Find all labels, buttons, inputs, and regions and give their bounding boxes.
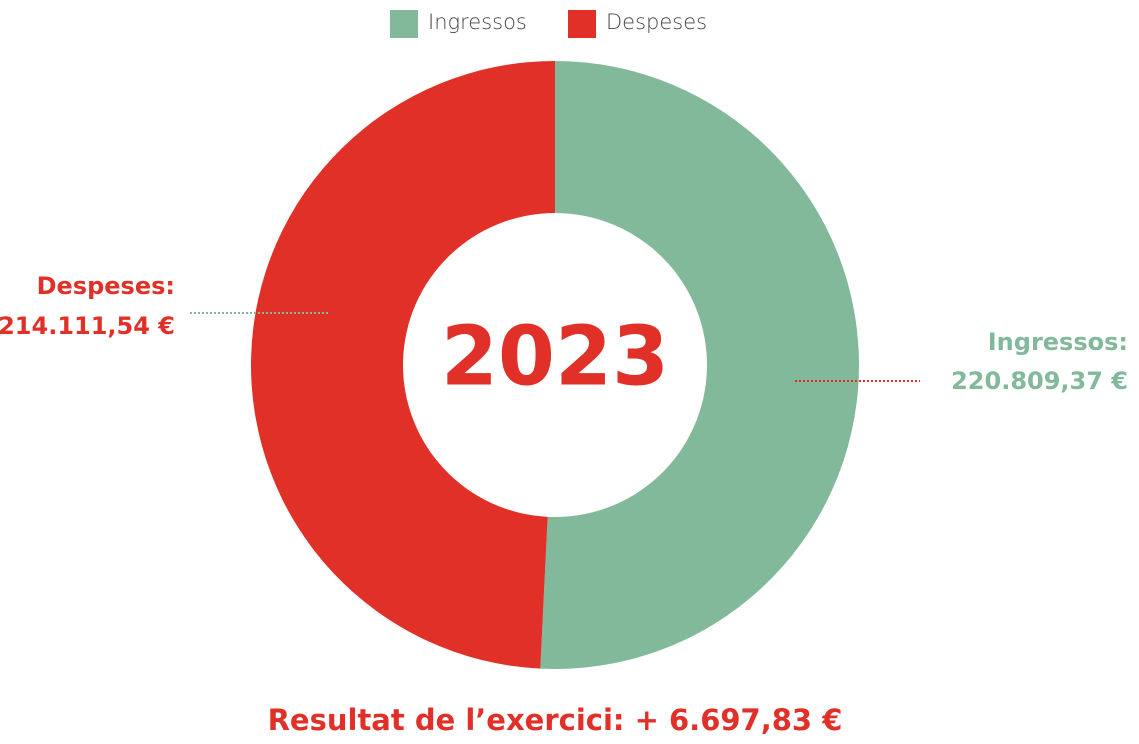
value-label: 220.809,37 € (951, 367, 1128, 395)
legend-label: Ingressos (428, 10, 527, 34)
legend-label: Despeses (606, 10, 707, 34)
annotation: Resultat de l’exercici: + 6.697,83 € (268, 703, 843, 737)
center-label: 2023 (441, 309, 669, 404)
legend-swatch (568, 10, 596, 38)
slice (251, 61, 555, 669)
legend-swatch (390, 10, 418, 38)
value-label: 214.111,54 € (0, 312, 175, 340)
slice-label: Despeses: (37, 272, 175, 300)
slice-label: Ingressos: (988, 328, 1128, 356)
slice (540, 61, 860, 669)
